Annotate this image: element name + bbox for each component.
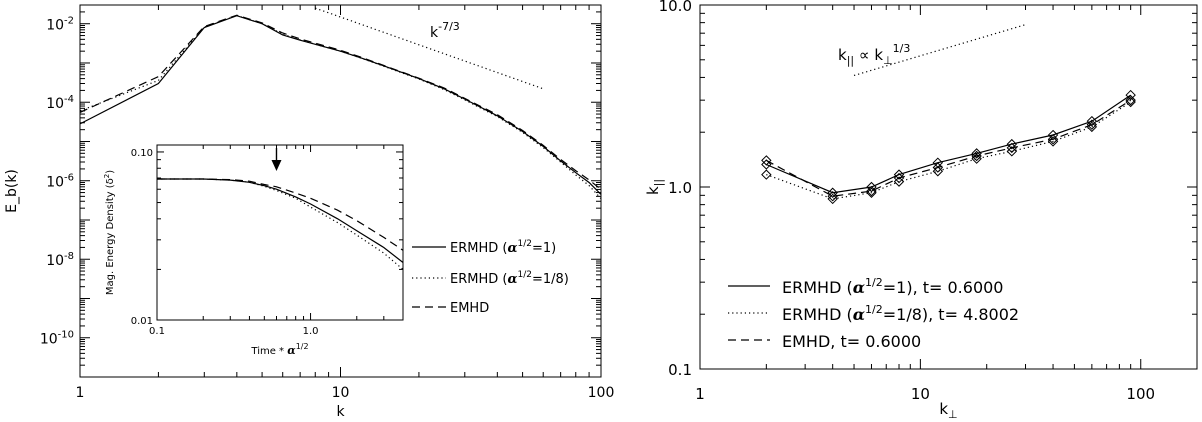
data-point-diamond xyxy=(932,162,944,173)
inset-series-2 xyxy=(157,178,404,251)
right-y-tick-label: 0.1 xyxy=(668,361,692,379)
inset-x-tick-label: 1.0 xyxy=(303,326,319,337)
inset-frame xyxy=(156,144,404,321)
right-x-axis-label: k⊥ xyxy=(939,400,957,421)
legend-label: EMHD, t= 0.6000 xyxy=(782,332,921,351)
inset-x-axis-label: Time * α1/2 xyxy=(250,342,308,357)
y-tick-label: 10-8 xyxy=(46,251,74,269)
data-point-diamond xyxy=(1086,115,1098,127)
y-axis-label: E_b(k) xyxy=(4,169,20,213)
data-point-diamond xyxy=(1125,94,1136,106)
right-x-tick-label: 10 xyxy=(911,385,930,403)
x-tick-label: 100 xyxy=(588,385,615,401)
anisotropy-series-1 xyxy=(766,101,1132,200)
anisotropy-series-2 xyxy=(766,99,1132,197)
data-point-diamond xyxy=(1006,142,1018,154)
x-axis-label: k xyxy=(336,404,345,420)
data-point-diamond xyxy=(893,169,905,180)
data-point-diamond xyxy=(866,181,877,193)
legend-label: ERMHD (α1/2=1/8) xyxy=(450,270,569,287)
legend: ERMHD (α1/2=1) ERMHD (α1/2=1/8) EMHD xyxy=(412,239,569,316)
spectrum-plot: 1 10 100 10-2 10-4 10-6 10-8 10-10 k E_b(k) k-7/3 E… xyxy=(4,4,615,420)
y-tick-label: 10-2 xyxy=(46,16,74,34)
y-tick-label: 10-4 xyxy=(46,94,74,112)
inset-y-tick-label: 0.10 xyxy=(131,148,153,159)
anisotropy-series-0 xyxy=(766,94,1132,194)
inset-series-1 xyxy=(157,178,404,270)
data-point-diamond xyxy=(827,191,838,202)
inset-energy-plot: 0.1 1.0 0.10 0.01 Time * α1/2 Mag. Energy Den… xyxy=(103,144,404,357)
inset-background xyxy=(157,145,403,320)
legend-label: ERMHD (α1/2=1) xyxy=(450,239,556,256)
data-point-diamond xyxy=(761,159,772,170)
inset-y-tick-label: 0.01 xyxy=(131,316,153,327)
data-point-diamond xyxy=(866,185,877,197)
x-tick-label: 1 xyxy=(76,385,85,401)
data-point-diamond xyxy=(1086,119,1098,130)
inset-y-axis-label: Mag. Energy Density (δ2) xyxy=(103,170,116,295)
data-point-diamond xyxy=(893,172,905,184)
x-tick-label: 10 xyxy=(332,385,350,401)
y-tick-label: 10-6 xyxy=(46,173,74,191)
y-tick-label: 10-10 xyxy=(40,330,74,348)
spectrum-series-2 xyxy=(79,14,602,190)
data-point-diamond xyxy=(932,166,944,177)
data-point-diamond xyxy=(1006,138,1018,150)
slope-reference-line-right xyxy=(853,24,1026,77)
data-point-diamond xyxy=(971,150,982,162)
right-y-axis-label: k|| xyxy=(644,179,665,195)
legend-right: ERMHD (α1/2=1), t= 0.6000 ERMHD (α1/2=1/8… xyxy=(728,276,1019,351)
arrow-marker-head xyxy=(271,160,282,171)
right-y-tick-label: 10.0 xyxy=(659,0,692,15)
slope-label: k-7/3 xyxy=(430,20,460,41)
legend-label: EMHD xyxy=(450,301,489,316)
data-point-diamond xyxy=(761,155,772,166)
legend-label: ERMHD (α1/2=1), t= 0.6000 xyxy=(782,276,1003,297)
slope-label-right: k|| ∝ k⊥1/3 xyxy=(838,42,910,67)
data-point-diamond xyxy=(761,169,772,180)
data-point-diamond xyxy=(1047,134,1059,145)
right-x-tick-label: 1 xyxy=(695,385,705,403)
data-point-diamond xyxy=(827,187,838,198)
right-y-tick-label: 1.0 xyxy=(668,179,692,197)
inset-x-tick-label: 0.1 xyxy=(149,326,165,337)
anisotropy-plot: 1 10 100 10.0 1.0 0.1 k⊥ k|| k|| ∝ k⊥1/3 ERMHD (α… xyxy=(644,0,1198,421)
slope-reference-line xyxy=(315,7,544,90)
legend-label: ERMHD (α1/2=1/8), t= 4.8002 xyxy=(782,303,1019,324)
data-point-diamond xyxy=(1125,89,1136,101)
data-point-diamond xyxy=(971,148,982,159)
right-x-tick-label: 100 xyxy=(1126,385,1155,403)
data-point-diamond xyxy=(1125,96,1136,108)
